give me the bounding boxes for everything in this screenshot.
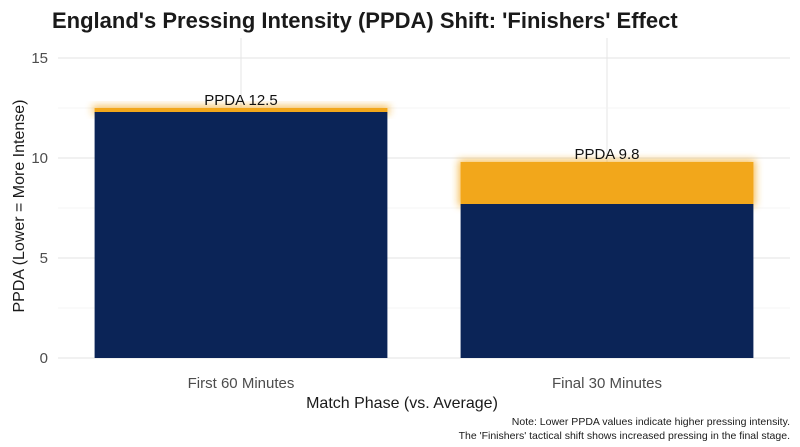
bar-base-segment — [460, 204, 754, 358]
x-axis-label: Match Phase (vs. Average) — [306, 395, 498, 412]
note-line-2: The 'Finishers' tactical shift shows inc… — [459, 430, 790, 442]
y-axis-label: PPDA (Lower = More Intense) — [11, 100, 28, 313]
bar-highlight-segment — [94, 108, 388, 112]
bars — [92, 106, 756, 358]
note-line-1: Note: Lower PPDA values indicate higher … — [512, 416, 790, 428]
data-labels: PPDA 12.5 PPDA 9.8 — [204, 92, 639, 163]
y-tick-label: 0 — [40, 350, 48, 367]
bar-highlight-segment — [460, 162, 754, 204]
chart-title: England's Pressing Intensity (PPDA) Shif… — [52, 8, 678, 33]
bar-base-segment — [94, 112, 388, 358]
bar-data-label: PPDA 9.8 — [574, 146, 639, 163]
y-tick-label: 10 — [31, 150, 48, 167]
x-tick-label: First 60 Minutes — [188, 375, 295, 392]
y-tick-label: 5 — [40, 250, 48, 267]
y-axis-ticks: 0 5 10 15 — [31, 50, 48, 367]
x-tick-label: Final 30 Minutes — [552, 375, 662, 392]
bar-data-label: PPDA 12.5 — [204, 92, 277, 109]
y-tick-label: 15 — [31, 50, 48, 67]
x-axis-ticks: First 60 Minutes Final 30 Minutes — [188, 375, 662, 392]
